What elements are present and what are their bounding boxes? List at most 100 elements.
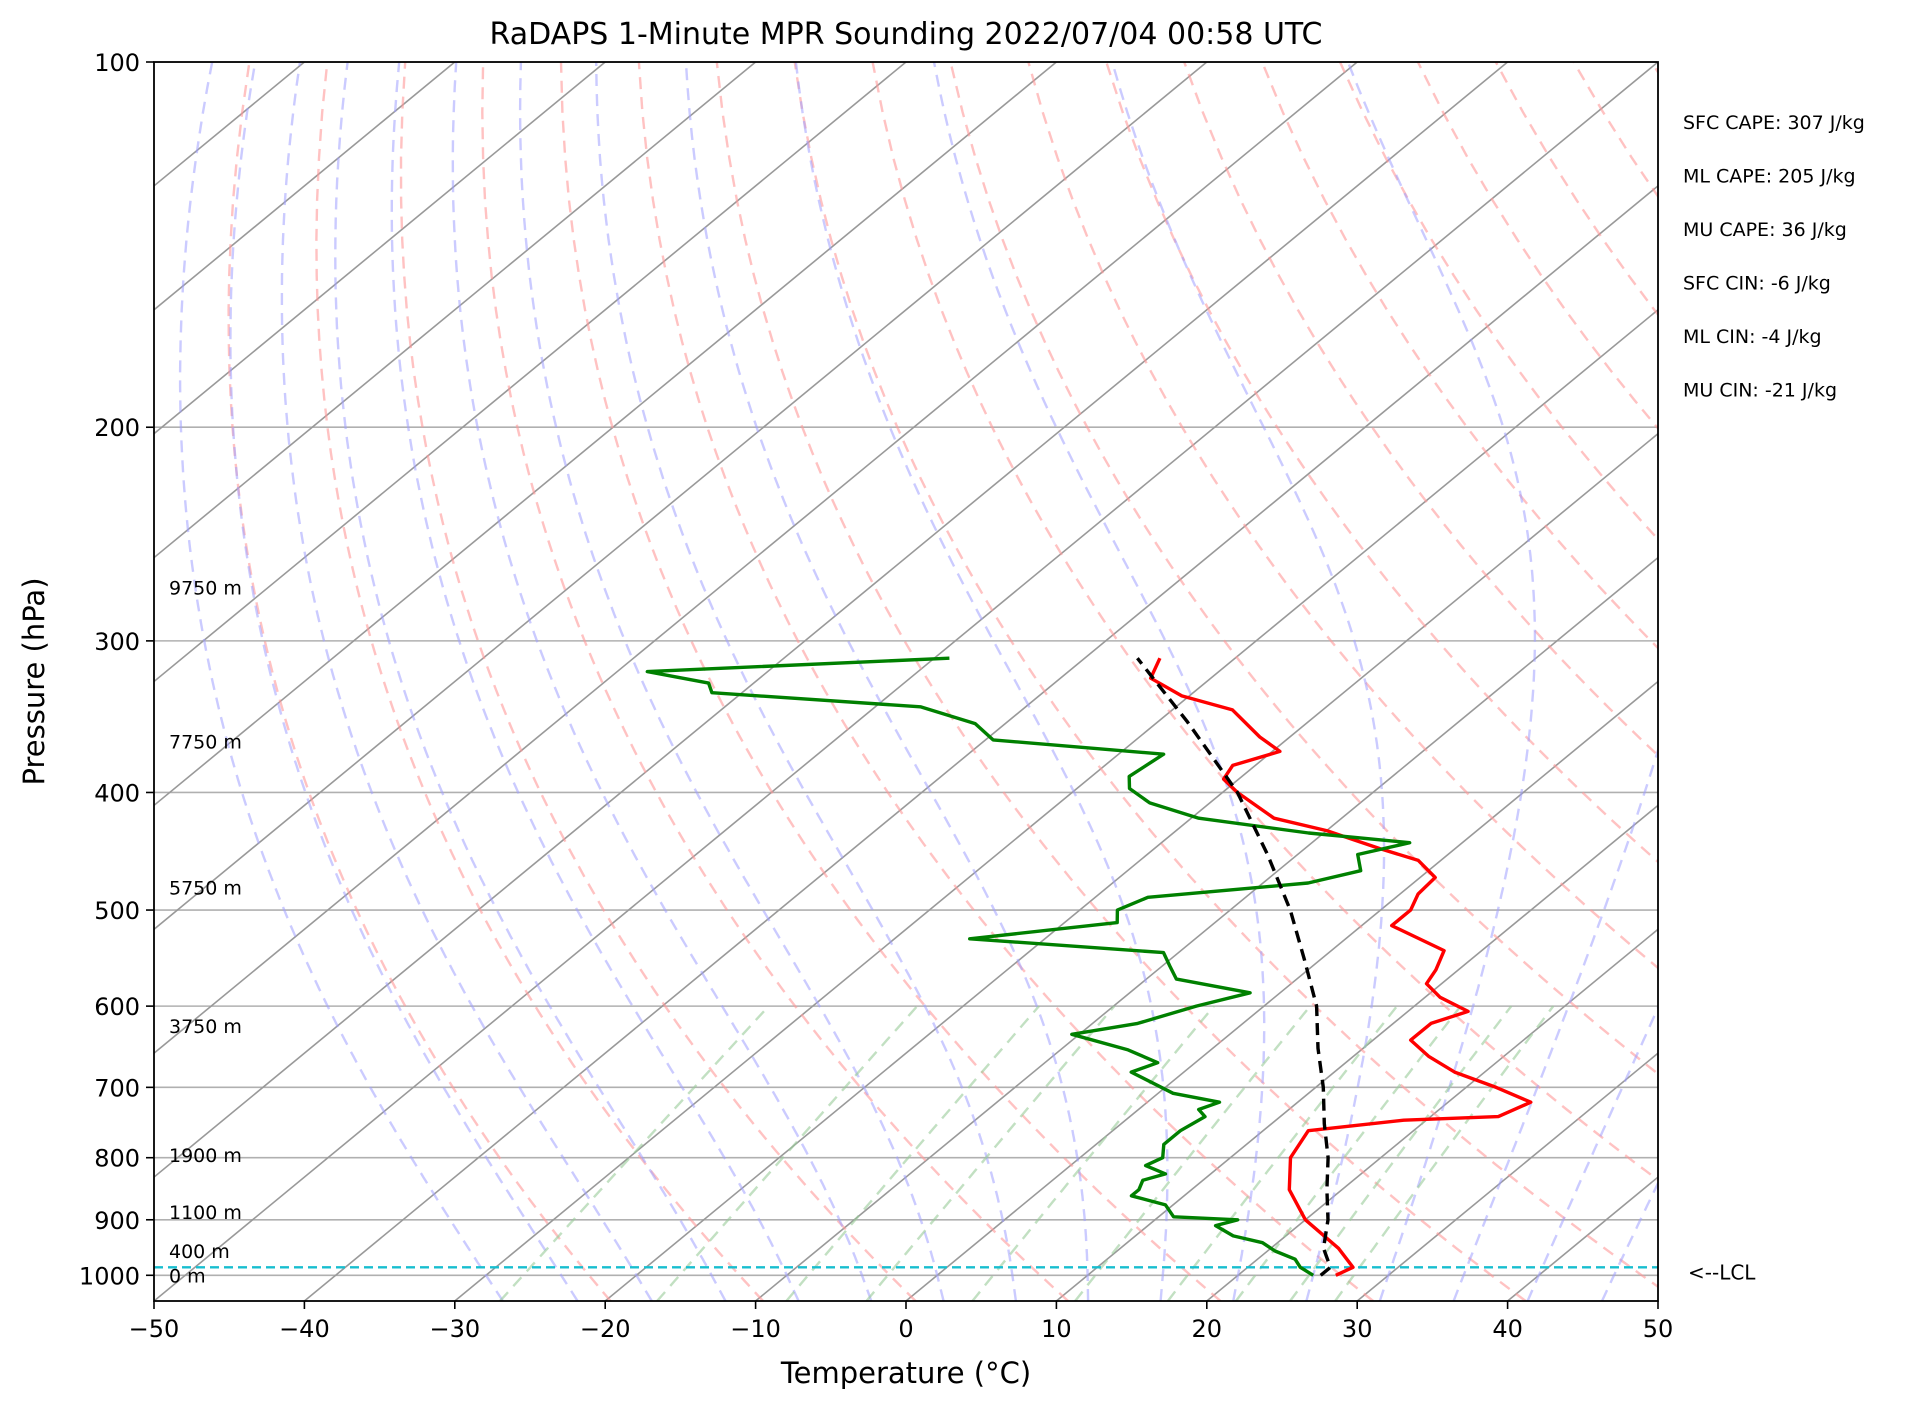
dry-adiabat-line	[715, 62, 1527, 1301]
cape-cin-stat: SFC CIN: -6 J/kg	[1683, 273, 1831, 295]
x-tick-label: 30	[1342, 1315, 1373, 1343]
y-tick-label: 400	[94, 779, 140, 807]
isotherm-line	[905, 680, 1658, 1301]
x-tick-label: 10	[1041, 1315, 1072, 1343]
mixing-ratio-line	[1166, 1005, 1398, 1301]
x-tick-label: 50	[1643, 1315, 1674, 1343]
isotherm-line	[154, 62, 606, 435]
x-tick-label: −10	[730, 1315, 781, 1343]
height-label: 9750 m	[169, 577, 242, 599]
x-tick-label: −40	[279, 1315, 330, 1343]
cape-cin-stat: MU CAPE: 36 J/kg	[1683, 219, 1847, 241]
dry-adiabat-line	[1260, 62, 1658, 650]
x-tick-label: −50	[129, 1315, 180, 1343]
mixing-ratio-line	[971, 1005, 1215, 1301]
x-tick-label: 0	[898, 1315, 913, 1343]
height-label: 1100 m	[169, 1202, 242, 1224]
moist-adiabat-line	[178, 62, 504, 1301]
dry-adiabat-line	[871, 62, 1658, 1182]
isotherm-line	[1206, 928, 1658, 1301]
chart-labels: RaDAPS 1-Minute MPR Sounding 2022/07/04 …	[17, 17, 1865, 1390]
isotherm-line	[154, 62, 1509, 1179]
moist-adiabat-line	[229, 62, 579, 1301]
moist-adiabat-line	[518, 62, 945, 1301]
x-tick-label: −30	[429, 1315, 480, 1343]
dry-adiabat-line	[1027, 62, 1658, 970]
mixing-ratio-line	[656, 1005, 919, 1301]
lcl-label: <--LCL	[1688, 1260, 1756, 1284]
isotherm-line	[454, 308, 1658, 1301]
isotherm-line	[303, 184, 1658, 1301]
mixing-ratio-line	[1334, 1005, 1555, 1301]
dry-adiabat-line	[399, 62, 917, 1301]
x-tick-label: 40	[1492, 1315, 1523, 1343]
moist-adiabat-line	[451, 62, 873, 1301]
moist-adiabat-line	[794, 62, 1169, 1301]
isotherm-line	[1055, 804, 1658, 1301]
y-tick-label: 200	[94, 414, 140, 442]
x-axis-label: Temperature (°C)	[780, 1356, 1031, 1390]
dry-adiabat-line	[227, 62, 612, 1301]
mixing-ratio-line	[499, 1005, 770, 1301]
height-label: 7750 m	[169, 731, 242, 753]
isotherm-line	[604, 432, 1658, 1301]
isotherm-line	[154, 62, 757, 559]
y-tick-label: 600	[94, 993, 140, 1021]
moist-adiabat-line	[595, 62, 1018, 1301]
dry-adiabat-line	[637, 62, 1374, 1301]
moist-adiabat-line	[390, 62, 800, 1301]
cape-cin-stat: MU CIN: -21 J/kg	[1683, 380, 1837, 402]
dry-adiabat-line	[793, 62, 1658, 1289]
y-tick-label: 300	[94, 628, 140, 656]
temperature-profile	[1149, 657, 1533, 1277]
isotherm-line	[154, 62, 1358, 1055]
background-lines	[154, 62, 1658, 1301]
dry-adiabat-line	[559, 62, 1222, 1301]
height-label: 1900 m	[169, 1145, 242, 1167]
y-tick-label: 1000	[79, 1262, 140, 1290]
mixing-ratio-line	[865, 1005, 1116, 1301]
dry-adiabat-line	[481, 62, 1069, 1301]
mixing-ratio-line	[1074, 1005, 1312, 1301]
dry-adiabat-line	[1183, 62, 1658, 758]
x-tick-label: −20	[580, 1315, 631, 1343]
isotherm-line	[154, 62, 1658, 1301]
moist-adiabat-line	[1452, 62, 1658, 1301]
moist-adiabat-line	[1111, 62, 1386, 1301]
height-label: 0 m	[169, 1265, 206, 1287]
dry-adiabat-line	[1105, 62, 1658, 864]
isotherm-line	[755, 556, 1658, 1301]
y-tick-label: 800	[94, 1145, 140, 1173]
height-label: 3750 m	[169, 1016, 242, 1038]
cape-cin-stat: SFC CAPE: 307 J/kg	[1683, 112, 1865, 134]
mixing-ratio-line	[785, 1005, 1040, 1301]
chart-title: RaDAPS 1-Minute MPR Sounding 2022/07/04 …	[490, 17, 1323, 52]
height-label: 400 m	[169, 1241, 230, 1263]
parcel-profile	[1136, 657, 1333, 1277]
dry-adiabat-line	[949, 62, 1658, 1076]
cape-cin-stat: ML CAPE: 205 J/kg	[1683, 166, 1856, 188]
mixing-ratio-line	[1289, 1005, 1513, 1301]
moist-adiabat-line	[932, 62, 1266, 1301]
cape-cin-stat: ML CIN: -4 J/kg	[1683, 326, 1822, 348]
x-tick-label: 20	[1192, 1315, 1223, 1343]
height-label: 5750 m	[169, 877, 242, 899]
y-tick-label: 900	[94, 1207, 140, 1235]
isotherm-line	[154, 62, 456, 311]
y-axis-label: Pressure (hPa)	[17, 577, 51, 785]
moist-adiabat-line	[684, 62, 1090, 1301]
dewpoint-profile	[645, 656, 1412, 1277]
y-tick-label: 100	[94, 49, 140, 77]
moist-adiabat-line	[1600, 1180, 1658, 1301]
isotherm-line	[154, 62, 1208, 931]
isotherm-line	[1356, 1052, 1658, 1301]
isotherm-line	[154, 62, 1057, 807]
moist-adiabat-line	[334, 62, 727, 1301]
isotherm-line	[154, 62, 907, 683]
profiles	[645, 656, 1533, 1277]
mixing-ratio-line	[1235, 1005, 1462, 1301]
moist-adiabat-line	[280, 62, 653, 1301]
y-tick-label: 500	[94, 897, 140, 925]
y-tick-label: 700	[94, 1074, 140, 1102]
